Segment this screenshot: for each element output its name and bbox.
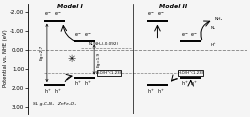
Text: h$^+$: h$^+$	[181, 79, 189, 88]
Text: h$^+$: h$^+$	[147, 87, 156, 95]
Text: h$^+$: h$^+$	[54, 87, 62, 95]
Text: h$^+$: h$^+$	[190, 79, 198, 88]
Text: e$^-$: e$^-$	[147, 11, 156, 18]
Text: e$^-$: e$^-$	[157, 11, 165, 18]
Text: Model I: Model I	[56, 4, 82, 9]
Text: Model II: Model II	[160, 4, 188, 9]
Text: e$^-$: e$^-$	[181, 32, 189, 39]
FancyBboxPatch shape	[178, 70, 203, 76]
Text: h$^+$: h$^+$	[157, 87, 165, 95]
Text: h$^+$: h$^+$	[44, 87, 52, 95]
Text: SL g-C₃N₄   ZnFe₂O₄: SL g-C₃N₄ ZnFe₂O₄	[33, 102, 76, 106]
Text: e$^-$: e$^-$	[44, 11, 52, 18]
Y-axis label: Potential vs. NHE (eV): Potential vs. NHE (eV)	[4, 30, 8, 87]
Text: Eg=1.9: Eg=1.9	[96, 52, 100, 67]
Text: e$^-$: e$^-$	[54, 11, 62, 18]
Text: h$^+$: h$^+$	[74, 79, 83, 88]
Text: H₂O/H⁺(1.23): H₂O/H⁺(1.23)	[178, 71, 204, 75]
Text: Eg=2.7: Eg=2.7	[40, 45, 44, 60]
Text: H⁺: H⁺	[211, 43, 216, 47]
Text: NH₃: NH₃	[214, 17, 222, 21]
Text: h$^+$: h$^+$	[84, 79, 92, 88]
Text: H₂O/H⁺(1.23): H₂O/H⁺(1.23)	[96, 71, 122, 75]
Text: e$^-$: e$^-$	[190, 32, 198, 39]
Text: e$^-$: e$^-$	[84, 32, 92, 39]
Text: N₂/NH₃(-0.092): N₂/NH₃(-0.092)	[89, 42, 119, 46]
Text: e$^-$: e$^-$	[74, 32, 82, 39]
Text: ✳: ✳	[68, 54, 76, 64]
FancyBboxPatch shape	[97, 70, 122, 76]
Text: N₂: N₂	[211, 26, 216, 30]
